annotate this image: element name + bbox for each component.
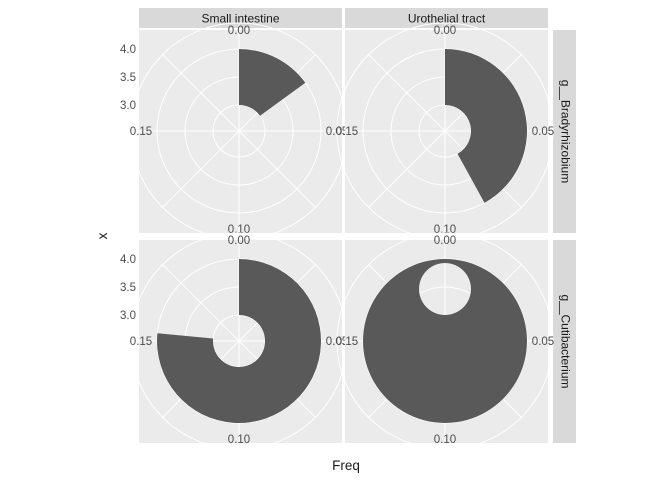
radial-tick-label: 3.0 — [120, 310, 136, 322]
bar-sector — [445, 49, 527, 203]
grid-spoke-minor — [238, 130, 316, 208]
y-axis-title: x — [95, 232, 110, 239]
grid-spoke-minor — [162, 54, 240, 132]
column-strip — [139, 8, 342, 28]
row-strip — [553, 30, 576, 233]
radial-tick-label: 3.0 — [120, 100, 136, 112]
angle-tick-label: 0.00 — [228, 235, 250, 247]
column-strip-label: Small intestine — [201, 12, 279, 26]
bar-sector — [157, 259, 321, 424]
angle-tick-label: 0.15 — [130, 336, 152, 348]
x-axis-title: Freq — [332, 458, 360, 473]
angle-tick-label: 0.00 — [434, 235, 456, 247]
angle-tick-label: 0.10 — [434, 434, 456, 446]
angle-tick-label: 0.00 — [228, 25, 250, 37]
angle-tick-label: 0.10 — [228, 434, 250, 446]
row-strip-label: g__Cutibacterium — [558, 294, 572, 388]
grid-spoke-minor — [162, 130, 240, 208]
angle-tick-label: 0.15 — [336, 336, 358, 348]
column-strip-label: Urothelial tract — [408, 12, 486, 26]
row-strip — [553, 240, 576, 443]
column-strip — [345, 8, 548, 28]
bar-sector — [239, 49, 306, 116]
radial-tick-label: 3.5 — [120, 72, 136, 84]
angle-tick-label: 0.05 — [532, 336, 554, 348]
bar-sector — [362, 259, 527, 423]
angle-tick-label: 0.05 — [532, 126, 554, 138]
radial-tick-label: 4.0 — [120, 44, 136, 56]
radial-tick-label: 4.0 — [120, 254, 136, 266]
grid-spoke-minor — [368, 54, 446, 132]
grid-spoke-minor — [162, 264, 240, 342]
radial-tick-label: 3.5 — [120, 282, 136, 294]
angle-tick-label: 0.15 — [336, 126, 358, 138]
row-strip-label: g__Bradyrhizobium — [558, 80, 572, 183]
grid-spoke-minor — [368, 130, 446, 208]
angle-tick-label: 0.15 — [130, 126, 152, 138]
angle-tick-label: 0.00 — [434, 25, 456, 37]
